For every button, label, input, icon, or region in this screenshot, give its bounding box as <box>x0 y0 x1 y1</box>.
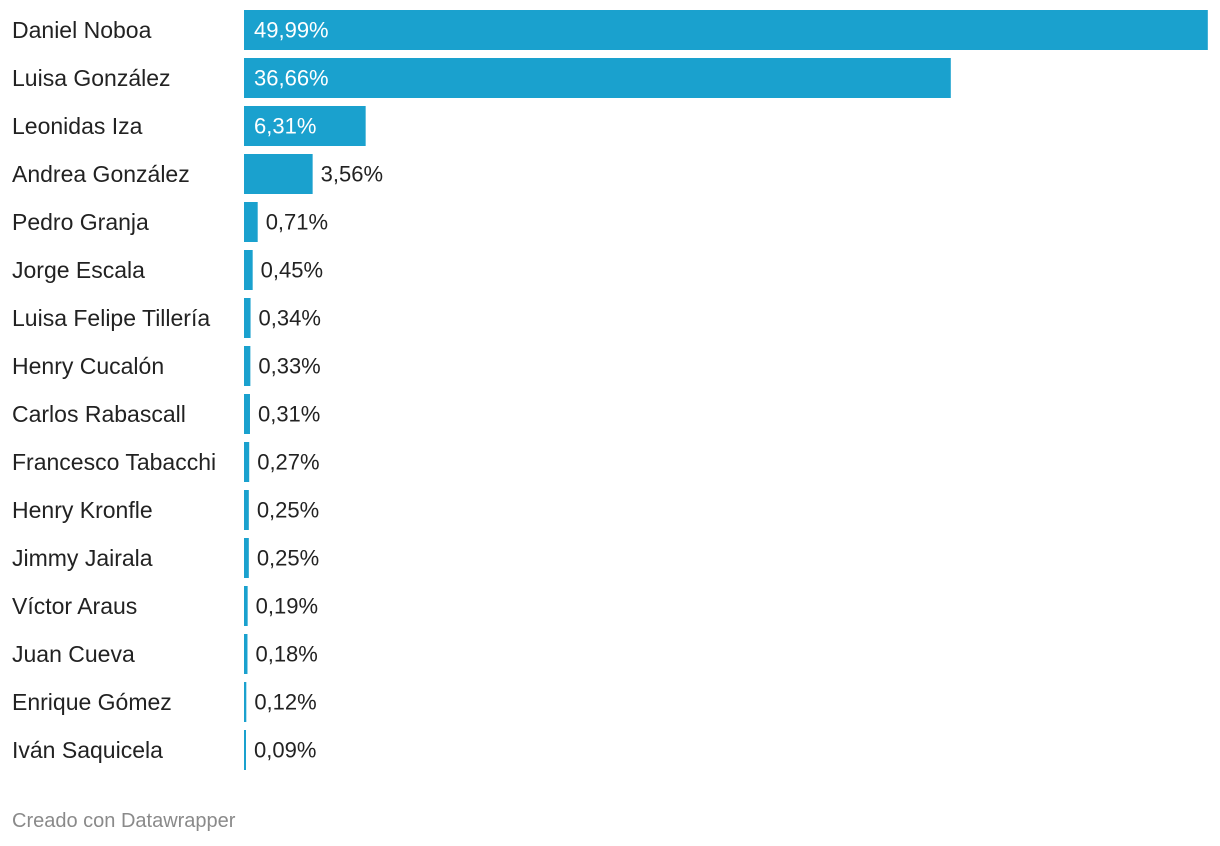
value-label: 0,19% <box>256 594 318 619</box>
value-label: 49,99% <box>254 18 329 43</box>
bar <box>244 490 249 530</box>
bar <box>244 682 247 722</box>
category-label: Luisa Felipe Tillería <box>12 305 210 331</box>
value-label: 0,18% <box>255 642 317 667</box>
bar <box>244 442 250 482</box>
category-label: Juan Cueva <box>12 641 135 667</box>
bar <box>244 154 313 194</box>
bar <box>244 202 258 242</box>
category-label: Francesco Tabacchi <box>12 449 216 475</box>
bar <box>244 634 248 674</box>
value-label: 0,25% <box>257 546 319 571</box>
category-label: Leonidas Iza <box>12 113 143 139</box>
category-label: Pedro Granja <box>12 209 149 235</box>
bar <box>244 106 366 146</box>
category-label: Enrique Gómez <box>12 689 172 715</box>
bar <box>244 730 246 770</box>
bars-layer: Daniel Noboa 49,99% Luisa González 36,66% Le… <box>12 10 1208 770</box>
value-label: 0,27% <box>257 450 319 475</box>
category-label: Víctor Araus <box>12 593 137 619</box>
category-label: Henry Kronfle <box>12 497 153 523</box>
value-label: 36,66% <box>254 66 329 91</box>
value-label: 0,71% <box>266 210 328 235</box>
category-label: Luisa González <box>12 65 171 91</box>
category-label: Jimmy Jairala <box>12 545 153 571</box>
value-label: 0,12% <box>254 690 316 715</box>
value-label: 3,56% <box>321 162 383 187</box>
category-label: Carlos Rabascall <box>12 401 186 427</box>
value-label: 0,31% <box>258 402 320 427</box>
bar <box>244 250 253 290</box>
value-label: 0,34% <box>259 306 321 331</box>
bar <box>244 58 951 98</box>
value-label: 0,45% <box>261 258 323 283</box>
bar <box>244 346 251 386</box>
bar <box>244 586 248 626</box>
datawrapper-credit[interactable]: Creado con Datawrapper <box>12 810 236 832</box>
category-label: Jorge Escala <box>12 257 145 283</box>
bar <box>244 538 249 578</box>
value-label: 0,33% <box>258 354 320 379</box>
bar <box>244 298 251 338</box>
value-label: 6,31% <box>254 114 316 139</box>
value-label: 0,09% <box>254 738 316 763</box>
bar <box>244 394 250 434</box>
category-label: Andrea González <box>12 161 190 187</box>
category-label: Daniel Noboa <box>12 17 152 43</box>
bar <box>244 10 1208 50</box>
category-label: Iván Saquicela <box>12 737 163 763</box>
value-label: 0,25% <box>257 498 319 523</box>
category-label: Henry Cucalón <box>12 353 164 379</box>
